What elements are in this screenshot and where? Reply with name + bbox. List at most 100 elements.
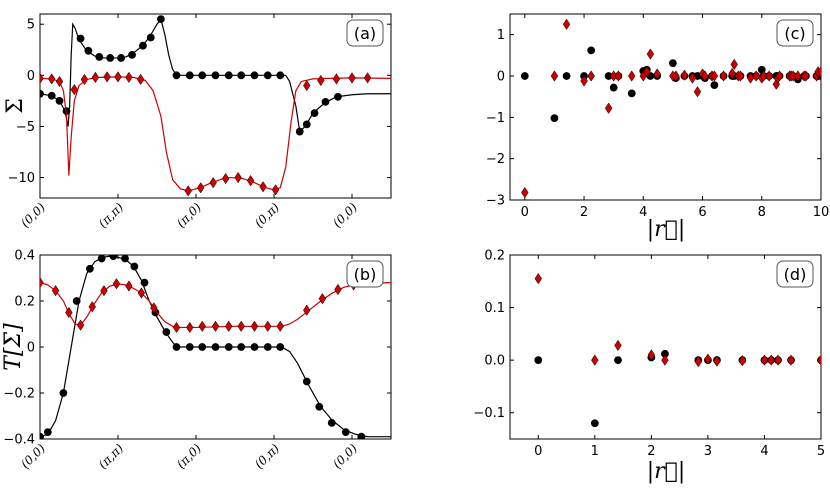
data-point-red <box>580 75 588 87</box>
data-point-red <box>209 177 217 189</box>
data-point-black <box>117 54 126 62</box>
data-point-black <box>224 71 233 80</box>
data-point-black <box>47 91 56 100</box>
data-point-black <box>121 255 129 263</box>
data-point-red <box>736 70 745 82</box>
x-tick-label: (0,π) <box>252 441 282 471</box>
data-point-black <box>609 83 618 92</box>
data-point-red <box>51 284 60 297</box>
panel-b: −0.4−0.200.20.4(0,0) (π,π) (π,0) (0,π) (0,0)… <box>1 249 392 472</box>
data-point-red <box>694 356 702 368</box>
panel-d: −0.1 0.0 0.1 0.2 0 1 2 3 4 5 (d) |r⃗| <box>473 249 825 485</box>
data-point-black <box>76 34 85 43</box>
plot-frame <box>509 13 822 201</box>
x-tick-label: (π,0) <box>174 200 204 230</box>
data-point-red <box>760 354 769 366</box>
data-point-red <box>348 72 356 84</box>
data-point-red <box>332 73 341 85</box>
data-point-red <box>88 301 96 313</box>
data-point-red <box>237 320 245 332</box>
data-point-red <box>125 280 133 292</box>
y-tick-label: 0.1 <box>484 301 505 316</box>
data-point-red <box>55 75 64 88</box>
data-point-black <box>172 71 181 80</box>
data-point-black <box>520 72 529 80</box>
data-point-black <box>139 41 147 50</box>
data-point-red <box>276 320 284 332</box>
data-point-black <box>140 278 149 287</box>
data-point-black <box>321 98 330 106</box>
data-point-red <box>271 184 280 196</box>
data-point-red <box>680 69 689 81</box>
x-tick-label: 5 <box>817 444 825 459</box>
data-point-red <box>211 320 220 332</box>
x-tick-label: (π,π) <box>96 200 127 231</box>
data-point-black <box>224 343 233 351</box>
y-tick-label: −3 <box>486 194 505 209</box>
data-point-red <box>787 354 795 366</box>
y-tick-label: −5 <box>16 120 35 135</box>
data-point-black <box>310 109 319 118</box>
data-point-black <box>341 428 350 436</box>
data-point-red <box>196 182 205 194</box>
data-point-black <box>357 432 366 439</box>
y-tick-label: −0.1 <box>473 406 505 421</box>
data-point-black <box>40 89 44 98</box>
x-tick-label: 2 <box>647 444 655 459</box>
x-tick-label: 3 <box>704 444 712 459</box>
data-point-red <box>100 284 108 297</box>
plot-frame <box>39 13 392 199</box>
data-point-black <box>86 264 94 273</box>
data-point-red <box>264 320 272 332</box>
data-point-red <box>80 73 89 86</box>
data-point-black <box>109 255 118 261</box>
x-tick-label: 10 <box>813 205 830 220</box>
x-tick-label: 0 <box>521 205 529 220</box>
data-point-red <box>550 70 559 82</box>
data-point-red <box>48 73 56 85</box>
data-point-red <box>587 70 595 82</box>
data-point-black <box>211 343 220 351</box>
data-point-black <box>237 343 246 351</box>
data-point-black <box>162 328 171 336</box>
data-point-red <box>752 70 760 82</box>
y-tick-label: 0.2 <box>14 295 35 310</box>
y-tick-label: −0.4 <box>3 433 35 448</box>
x-tick-label: 1 <box>591 444 599 459</box>
data-point-black <box>43 428 52 436</box>
data-point-red <box>774 354 782 366</box>
data-point-black <box>627 89 636 98</box>
panel-label: (d) <box>784 265 807 284</box>
y-tick-label: −0.2 <box>3 387 35 402</box>
data-point-red <box>765 70 773 82</box>
x-tick-label: (0,0) <box>18 200 48 230</box>
y-axis-title: T[Σ] <box>1 323 26 371</box>
x-tick-label: (π,π) <box>96 441 127 472</box>
data-point-black <box>276 343 285 351</box>
data-point-red <box>114 71 122 83</box>
data-point-black <box>84 46 93 55</box>
x-tick-label: (π,0) <box>174 441 204 471</box>
data-point-black <box>614 356 622 365</box>
data-point-red <box>728 67 736 80</box>
data-point-black <box>250 343 259 351</box>
data-point-red <box>318 293 327 305</box>
data-point-red <box>221 172 230 185</box>
panel-label-box <box>776 260 814 288</box>
data-point-red <box>704 353 712 365</box>
data-point-red <box>794 70 802 82</box>
data-point-red <box>688 72 697 84</box>
panel-label-box <box>346 19 384 47</box>
x-tick-label: 8 <box>758 205 766 220</box>
y-tick-label: 5 <box>27 18 35 33</box>
x-tick-label: (0,π) <box>252 200 282 230</box>
x-tick-label: 2 <box>580 205 588 220</box>
data-point-red <box>646 48 655 60</box>
data-point-red <box>775 70 784 82</box>
data-point-black <box>97 255 106 263</box>
data-point-black <box>263 343 272 351</box>
data-point-red <box>817 66 821 78</box>
data-point-black <box>198 71 207 80</box>
data-point-red <box>591 354 599 366</box>
data-point-red <box>672 70 680 82</box>
